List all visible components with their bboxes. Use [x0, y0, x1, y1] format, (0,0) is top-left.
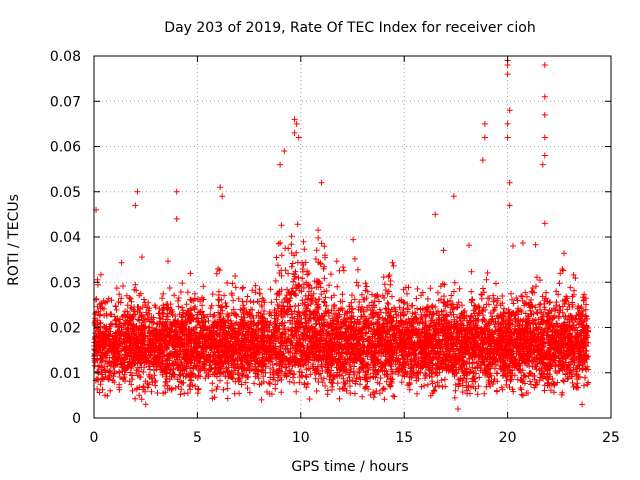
y-tick-label: 0.04: [50, 230, 81, 246]
roti-point: [291, 129, 298, 136]
y-tick-labels: 0 0.01 0.02 0.03 0.04 0.05 0.06 0.07 0.08: [50, 49, 81, 427]
y-tick-label: 0.07: [50, 94, 81, 110]
x-tick-label: 15: [395, 430, 413, 446]
roti-point: [506, 107, 513, 114]
roti-point: [481, 120, 488, 127]
y-tick-label: 0.06: [50, 140, 81, 156]
roti-point: [539, 161, 546, 168]
roti-point: [450, 193, 457, 200]
roti-point: [281, 148, 288, 155]
x-tick-labels: 0 5 10 15 20 25: [90, 430, 620, 446]
y-tick-label: 0.05: [50, 185, 81, 201]
roti-point: [579, 401, 586, 408]
roti-point: [541, 152, 548, 159]
x-tick-label: 10: [292, 430, 310, 446]
y-tick-label: 0.03: [50, 275, 81, 291]
roti-point: [258, 396, 265, 403]
roti-point: [541, 134, 548, 141]
roti-point: [219, 193, 226, 200]
roti-point: [504, 134, 511, 141]
x-tick-label: 0: [90, 430, 99, 446]
roti-point: [481, 134, 488, 141]
roti-point: [217, 184, 224, 191]
x-tick-label: 25: [602, 430, 620, 446]
x-tick-label: 5: [193, 430, 202, 446]
data-points: [91, 57, 592, 412]
axis-ticks: [93, 55, 612, 419]
roti-point: [506, 179, 513, 186]
y-tick-label: 0: [72, 411, 81, 427]
grid-lines: [94, 56, 611, 418]
chart-title: Day 203 of 2019, Rate Of TEC Index for r…: [164, 20, 535, 36]
roti-point: [277, 161, 284, 168]
x-tick-label: 20: [499, 430, 517, 446]
roti-point: [142, 401, 149, 408]
roti-point: [541, 220, 548, 227]
roti-dense-points: [91, 221, 592, 403]
roti-point: [432, 211, 439, 218]
roti-point: [454, 405, 461, 412]
roti-point: [504, 120, 511, 127]
y-axis-label: ROTI / TECUs: [6, 194, 22, 286]
roti-point: [132, 202, 139, 209]
y-tick-label: 0.01: [50, 366, 81, 382]
x-axis-label: GPS time / hours: [291, 459, 408, 475]
roti-point: [318, 179, 325, 186]
roti-point: [291, 116, 298, 123]
roti-point: [506, 202, 513, 209]
roti-point: [541, 62, 548, 69]
roti-point: [134, 188, 141, 195]
roti-point: [541, 111, 548, 118]
roti-point: [173, 215, 180, 222]
roti-point: [541, 93, 548, 100]
roti-point: [293, 120, 300, 127]
y-tick-label: 0.02: [50, 321, 81, 337]
roti-point: [504, 62, 511, 69]
roti-point: [504, 71, 511, 78]
roti-point: [173, 188, 180, 195]
roti-point: [479, 157, 486, 164]
y-tick-label: 0.08: [50, 49, 81, 65]
roti-point: [295, 134, 302, 141]
